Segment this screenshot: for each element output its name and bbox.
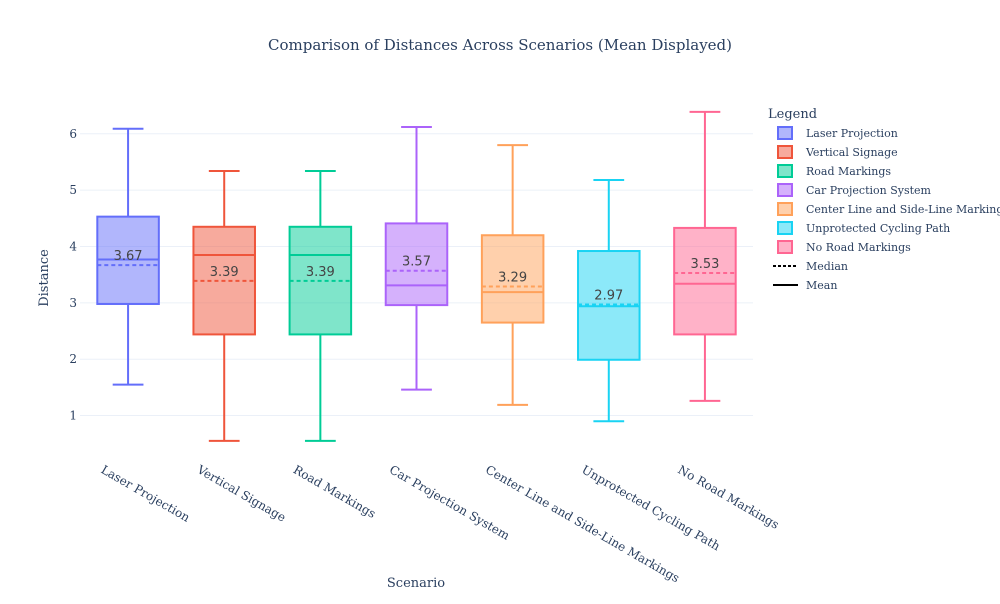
legend-swatch [777, 145, 793, 159]
mean-label: 3.57 [402, 255, 431, 270]
box-7 [673, 110, 737, 402]
iqr-box [384, 222, 449, 307]
legend-label: Center Line and Side-Line Markings [806, 203, 1000, 216]
legend-swatch [777, 202, 793, 216]
iqr-box [673, 226, 737, 336]
iqr-box [480, 234, 545, 324]
mean-label: 3.53 [690, 257, 719, 272]
mean-label: 3.39 [306, 265, 335, 280]
box-1 [96, 127, 160, 386]
mean-label: 2.97 [594, 289, 623, 304]
x-tick-label: Center Line and Side-Line Markings [483, 462, 682, 585]
mean-label: 3.29 [498, 271, 527, 286]
y-tick-label: 4 [69, 240, 77, 254]
legend-item[interactable]: Unprotected Cycling Path [777, 221, 950, 235]
legend-item[interactable]: No Road Markings [777, 240, 911, 254]
legend-swatch [777, 126, 793, 140]
legend-swatch [777, 183, 793, 197]
box-2 [192, 170, 256, 442]
legend-item[interactable]: Center Line and Side-Line Markings [777, 202, 1000, 216]
legend: Legend Laser Projection Vertical Signage R… [768, 107, 1000, 292]
y-tick-label: 6 [69, 127, 77, 141]
mean-label: 3.39 [210, 265, 239, 280]
box-6 [577, 179, 641, 423]
box-3 [288, 170, 353, 442]
legend-label: Laser Projection [806, 127, 898, 140]
legend-label: Road Markings [806, 165, 891, 178]
legend-label: Car Projection System [806, 184, 932, 197]
x-tick-label: Vertical Signage [194, 462, 288, 525]
legend-label: No Road Markings [806, 241, 911, 254]
legend-item[interactable]: Median [773, 260, 848, 273]
y-tick-label: 3 [69, 296, 77, 310]
legend-item[interactable]: Road Markings [777, 164, 891, 178]
legend-label: Mean [806, 279, 837, 292]
x-tick-label: Road Markings [291, 462, 378, 521]
box-layer [96, 110, 737, 442]
x-axis-title: Scenario [387, 576, 445, 591]
legend-item[interactable]: Car Projection System [777, 183, 932, 197]
legend-label: Median [806, 260, 848, 273]
legend-swatch [777, 221, 793, 235]
box-4 [384, 126, 449, 391]
x-tick-label: No Road Markings [675, 462, 781, 531]
legend-item[interactable]: Mean [773, 279, 837, 292]
y-axis-title: Distance [37, 249, 52, 307]
legend-label: Unprotected Cycling Path [806, 222, 950, 235]
x-tick-label: Laser Projection [99, 462, 193, 524]
chart-title: Comparison of Distances Across Scenarios… [268, 36, 732, 54]
y-tick-label: 1 [69, 409, 77, 423]
y-tick-label: 5 [69, 183, 77, 197]
legend-item[interactable]: Vertical Signage [777, 145, 898, 159]
legend-title: Legend [768, 107, 817, 122]
y-tick-label: 2 [69, 352, 77, 366]
legend-item[interactable]: Laser Projection [777, 126, 898, 140]
legend-label: Vertical Signage [805, 146, 898, 159]
legend-swatch [777, 240, 793, 254]
box-5 [480, 144, 545, 406]
legend-swatch [777, 164, 793, 178]
mean-label: 3.67 [114, 249, 143, 264]
